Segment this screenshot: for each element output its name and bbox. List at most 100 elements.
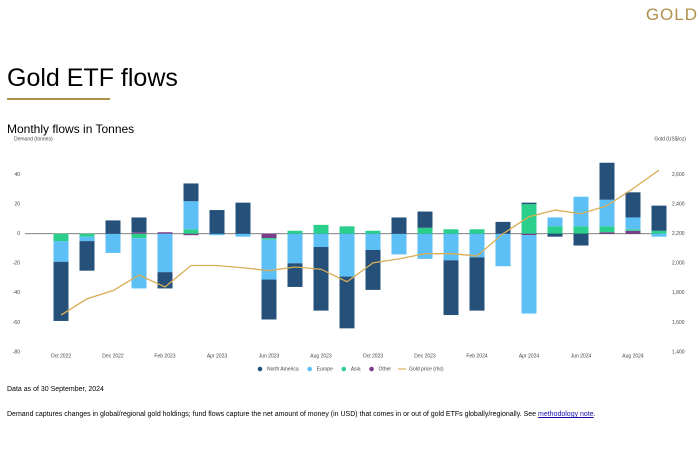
bar-segment — [651, 230, 667, 234]
legend-swatch — [307, 366, 312, 372]
bar-segment — [417, 227, 433, 234]
bar-segment — [131, 238, 147, 289]
bar-segment — [131, 217, 147, 233]
bar-segment — [261, 279, 277, 320]
y-tick-label: -80 — [13, 349, 20, 355]
bar-segment — [651, 233, 667, 237]
bar-segment — [599, 226, 615, 233]
bar-segment — [495, 233, 511, 267]
bar-segment — [183, 201, 199, 230]
legend-label: Other — [379, 366, 392, 372]
x-tick-label: Apr 2023 — [207, 353, 228, 359]
bar-segment — [131, 232, 147, 234]
page-title: Gold ETF flows — [7, 64, 178, 92]
bar-segment — [573, 233, 589, 246]
legend-label: Asia — [351, 366, 361, 372]
bar-segment — [339, 276, 355, 329]
bar-segment — [469, 229, 485, 234]
bar-segment — [495, 221, 511, 234]
x-tick-label: Oct 2022 — [51, 353, 72, 359]
y2-tick-label: 2,000 — [672, 261, 685, 267]
bar-segment — [443, 233, 459, 261]
x-tick-label: Aug 2023 — [310, 353, 332, 359]
y2-tick-label: 1,400 — [672, 349, 685, 355]
y-axis-title: Demand (tonnes) — [14, 136, 53, 142]
bar-segment — [547, 226, 563, 234]
x-tick-label: Feb 2023 — [154, 353, 175, 359]
y2-tick-label: 1,800 — [672, 290, 685, 296]
bar-segment — [521, 235, 537, 314]
bar-segment — [469, 233, 485, 258]
legend-swatch — [257, 366, 263, 372]
bar-segment — [53, 241, 69, 262]
bar-segment — [417, 233, 433, 259]
bar-segment — [365, 233, 381, 250]
bar-segment — [625, 217, 641, 230]
bar-segment — [521, 202, 537, 205]
bar-segment — [157, 233, 173, 273]
bar-segment — [261, 238, 277, 240]
chart: Demand (tonnes) Gold (US$/oz) -80 -60 -40 -… — [13, 136, 687, 372]
footnote-suffix: . — [593, 411, 596, 418]
bar-segment — [365, 249, 381, 290]
chart-title: Monthly flows in Tonnes — [7, 122, 135, 136]
x-tick-label: Dec 2023 — [414, 353, 436, 359]
y2-tick-label: 1,600 — [672, 320, 685, 326]
x-tick-label: Oct 2023 — [363, 353, 384, 359]
bar-segment — [105, 220, 121, 234]
bar-segment — [469, 257, 485, 311]
bar-segment — [313, 224, 329, 234]
bar-segment — [53, 261, 69, 321]
legend-label: North America — [267, 366, 299, 372]
bar-segment — [443, 229, 459, 234]
bar-segment — [157, 232, 173, 234]
bar-segment — [157, 272, 173, 289]
bar-segment — [443, 260, 459, 316]
bar-segment — [183, 233, 199, 236]
bar-segment — [339, 233, 355, 277]
bar-segment — [287, 233, 303, 264]
bar-segment — [287, 230, 303, 234]
legend-label: Europe — [317, 366, 333, 372]
bar-segment — [417, 211, 433, 228]
methodology-link[interactable]: methodology note — [538, 411, 594, 418]
y2-tick-label: 2,200 — [672, 231, 685, 237]
y-tick-label: 40 — [14, 172, 20, 178]
bar-segment — [313, 247, 329, 311]
bar-segment — [261, 239, 277, 280]
bar-segment — [183, 229, 199, 234]
bar-segment — [261, 233, 277, 239]
y-tick-label: 0 — [17, 231, 20, 237]
bar-segment — [599, 162, 615, 200]
as-of-note: Data as of 30 September, 2024 — [7, 386, 104, 393]
bar-segment — [599, 199, 615, 227]
bar-segment — [131, 233, 147, 239]
bar-segment — [547, 233, 563, 237]
title-rule — [7, 98, 110, 100]
bar-segment — [573, 196, 589, 227]
bar-segment — [235, 233, 251, 237]
bar-segment — [625, 192, 641, 218]
bar-segment — [209, 233, 225, 236]
bar-segment — [79, 233, 95, 237]
legend-swatch — [369, 366, 374, 372]
bar-segment — [183, 183, 199, 202]
price-line — [60, 169, 660, 316]
bar-segment — [599, 232, 615, 234]
y-tick-label: -60 — [13, 320, 20, 326]
bar-segment — [313, 233, 329, 248]
brand-logo: GOLD — [645, 5, 698, 24]
y2-tick-label: 2,600 — [672, 172, 685, 178]
bar-segment — [625, 229, 641, 231]
x-tick-label: Apr 2024 — [519, 353, 540, 359]
bar-segment — [625, 230, 641, 234]
y-tick-label: -20 — [13, 261, 20, 267]
bar-segment — [53, 233, 69, 242]
x-tick-label: Aug 2024 — [622, 353, 644, 359]
bar-segment — [521, 233, 537, 236]
bar-segment — [391, 233, 407, 255]
bar-segment — [547, 217, 563, 227]
footnote-text: Demand captures changes in global/region… — [7, 411, 539, 418]
bar-segment — [235, 202, 251, 234]
